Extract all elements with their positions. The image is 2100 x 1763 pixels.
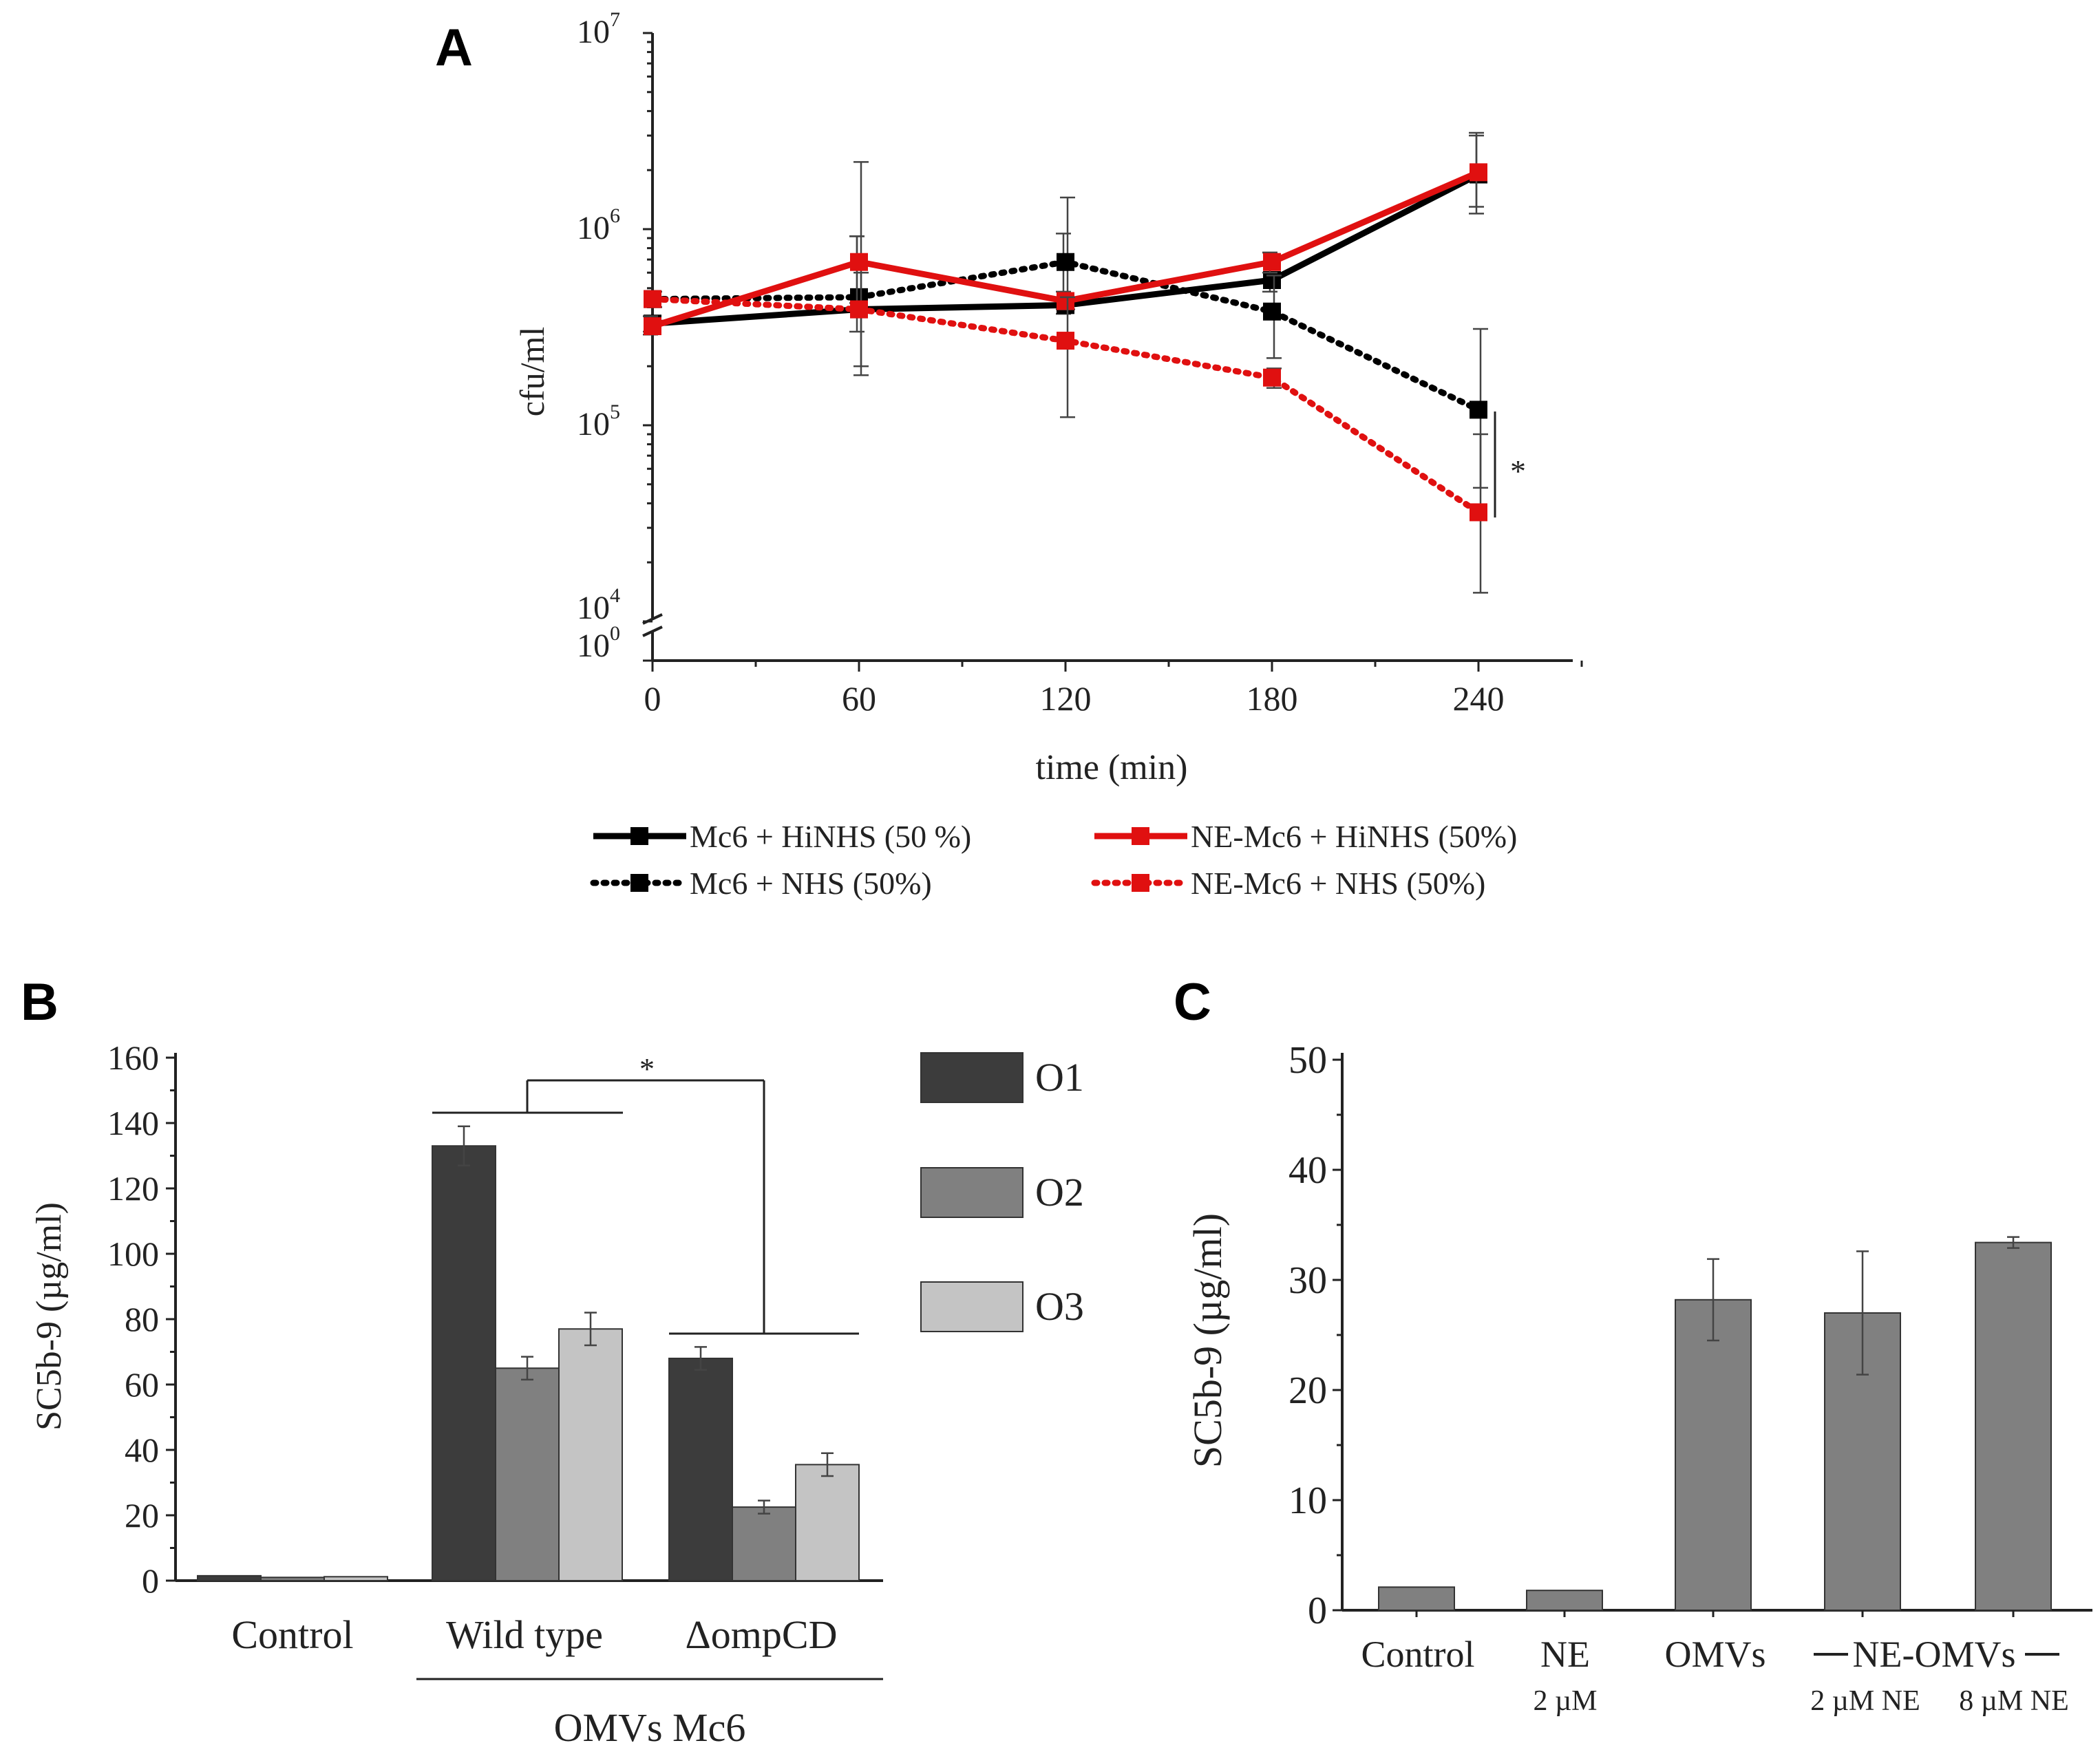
data-point xyxy=(644,317,661,336)
data-point xyxy=(850,253,868,271)
y-tick-label: 80 xyxy=(125,1300,159,1338)
legend-marker xyxy=(1132,874,1149,892)
y-tick-label-exp: 5 xyxy=(610,400,620,423)
y-tick-label-base: 10 xyxy=(577,14,610,50)
legend-swatch xyxy=(920,1167,1024,1218)
y-tick-label-base: 10 xyxy=(577,590,610,626)
y-tick-label-base: 10 xyxy=(577,406,610,442)
y-tick-label-exp: 6 xyxy=(610,204,620,227)
x-tick-label: OMVs xyxy=(1664,1634,1765,1675)
bar xyxy=(1378,1586,1455,1611)
y-tick-label-exp: 4 xyxy=(610,584,620,607)
legend-label: NE-Mc6 + HiNHS (50%) xyxy=(1191,819,1517,854)
legend-label: O1 xyxy=(1035,1055,1084,1100)
bar xyxy=(1675,1299,1752,1612)
y-axis-label: cfu/ml xyxy=(513,327,551,417)
panel-label-c: C xyxy=(1174,973,1211,1032)
legend-marker xyxy=(1132,827,1149,845)
x-tick-label: 8 µM NE xyxy=(1959,1685,2069,1717)
series-line xyxy=(649,296,1482,515)
bar xyxy=(558,1328,623,1581)
data-point xyxy=(1470,503,1487,522)
x-tick-label: 0 xyxy=(644,679,661,718)
chart-c: 0 10 20 30 40 50 SC5b-9 (µg/ml) Control NE 2 µM OM… xyxy=(1185,1039,2092,1717)
y-tick-label: 50 xyxy=(1288,1039,1327,1082)
x-tick-label: Control xyxy=(1361,1634,1474,1675)
y-tick-label: 40 xyxy=(1288,1149,1327,1192)
y-axis-label: SC5b-9 (µg/ml) xyxy=(30,1202,69,1431)
data-point xyxy=(850,300,868,319)
y-tick-label: 40 xyxy=(125,1431,159,1469)
chart-b: 0 20 40 60 80 100 120 140 160 SC5b-9 (µg/ml) Contr… xyxy=(30,1038,1084,1750)
data-point xyxy=(1057,253,1074,271)
x-tick-label: ΔompCD xyxy=(686,1612,838,1657)
bar xyxy=(197,1574,262,1581)
data-point xyxy=(1470,163,1487,182)
x-tick-label: 180 xyxy=(1247,679,1298,718)
data-point xyxy=(1057,332,1074,350)
x-axis-label: time (min) xyxy=(1036,748,1188,787)
legend-swatch xyxy=(920,1281,1024,1332)
bar xyxy=(1526,1590,1603,1611)
y-tick-label: 160 xyxy=(107,1038,159,1077)
significance-star: * xyxy=(639,1052,655,1086)
legend-marker xyxy=(630,874,648,892)
y-axis-label: SC5b-9 (µg/ml) xyxy=(1185,1213,1230,1468)
x-tick-label: NE xyxy=(1540,1634,1590,1675)
bar xyxy=(324,1576,388,1582)
y-tick-label-base: 10 xyxy=(577,628,610,664)
x-tick-label: Wild type xyxy=(446,1612,603,1657)
legend-label: NE-Mc6 + NHS (50%) xyxy=(1191,866,1485,901)
bar xyxy=(795,1464,860,1581)
x-tick-label: 60 xyxy=(842,679,876,718)
y-tick-label-exp: 7 xyxy=(610,8,620,31)
data-point xyxy=(1263,368,1281,387)
x-tick-sublabel: 2 µM xyxy=(1533,1685,1597,1717)
y-tick-label: 20 xyxy=(125,1496,159,1535)
bracket-label: NE-OMVs xyxy=(1853,1634,2016,1675)
y-tick-label: 100 xyxy=(107,1235,159,1273)
legend-label: O3 xyxy=(1035,1284,1084,1329)
y-tick-label: 140 xyxy=(107,1104,159,1142)
bar xyxy=(732,1506,796,1581)
x-tick-label: 120 xyxy=(1040,679,1092,718)
legend-swatch xyxy=(920,1052,1024,1103)
bar xyxy=(495,1367,560,1581)
panel-label-b: B xyxy=(21,973,59,1032)
bar xyxy=(1975,1241,2052,1611)
group-label: OMVs Mc6 xyxy=(554,1705,746,1750)
bar xyxy=(260,1577,325,1581)
x-tick-label: 240 xyxy=(1453,679,1505,718)
data-point xyxy=(644,290,661,308)
data-point xyxy=(1263,270,1281,289)
data-point xyxy=(1263,302,1281,321)
x-tick-label: 2 µM NE xyxy=(1810,1685,1920,1717)
legend-label: O2 xyxy=(1035,1170,1084,1215)
y-tick-label-base: 10 xyxy=(577,210,610,246)
y-tick-label: 60 xyxy=(125,1365,159,1404)
y-tick-label: 20 xyxy=(1288,1369,1327,1412)
y-tick-label-exp: 0 xyxy=(610,622,620,645)
bar xyxy=(668,1358,733,1581)
y-tick-label: 0 xyxy=(1308,1590,1327,1632)
x-tick-label: Control xyxy=(231,1612,353,1657)
bar xyxy=(432,1145,496,1581)
legend-marker xyxy=(630,827,648,845)
legend-label: Mc6 + NHS (50%) xyxy=(690,866,932,901)
y-tick-label: 120 xyxy=(107,1169,159,1208)
y-tick-label: 0 xyxy=(142,1561,159,1600)
data-point xyxy=(1057,292,1074,310)
data-point xyxy=(1470,400,1487,419)
y-tick-label: 10 xyxy=(1288,1479,1327,1522)
data-point xyxy=(1263,253,1281,271)
significance-star: * xyxy=(1510,453,1526,489)
legend-label: Mc6 + HiNHS (50 %) xyxy=(690,819,971,854)
panel-label-a: A xyxy=(435,19,473,77)
axis-break-mark xyxy=(642,626,663,637)
y-tick-label: 30 xyxy=(1288,1259,1327,1302)
